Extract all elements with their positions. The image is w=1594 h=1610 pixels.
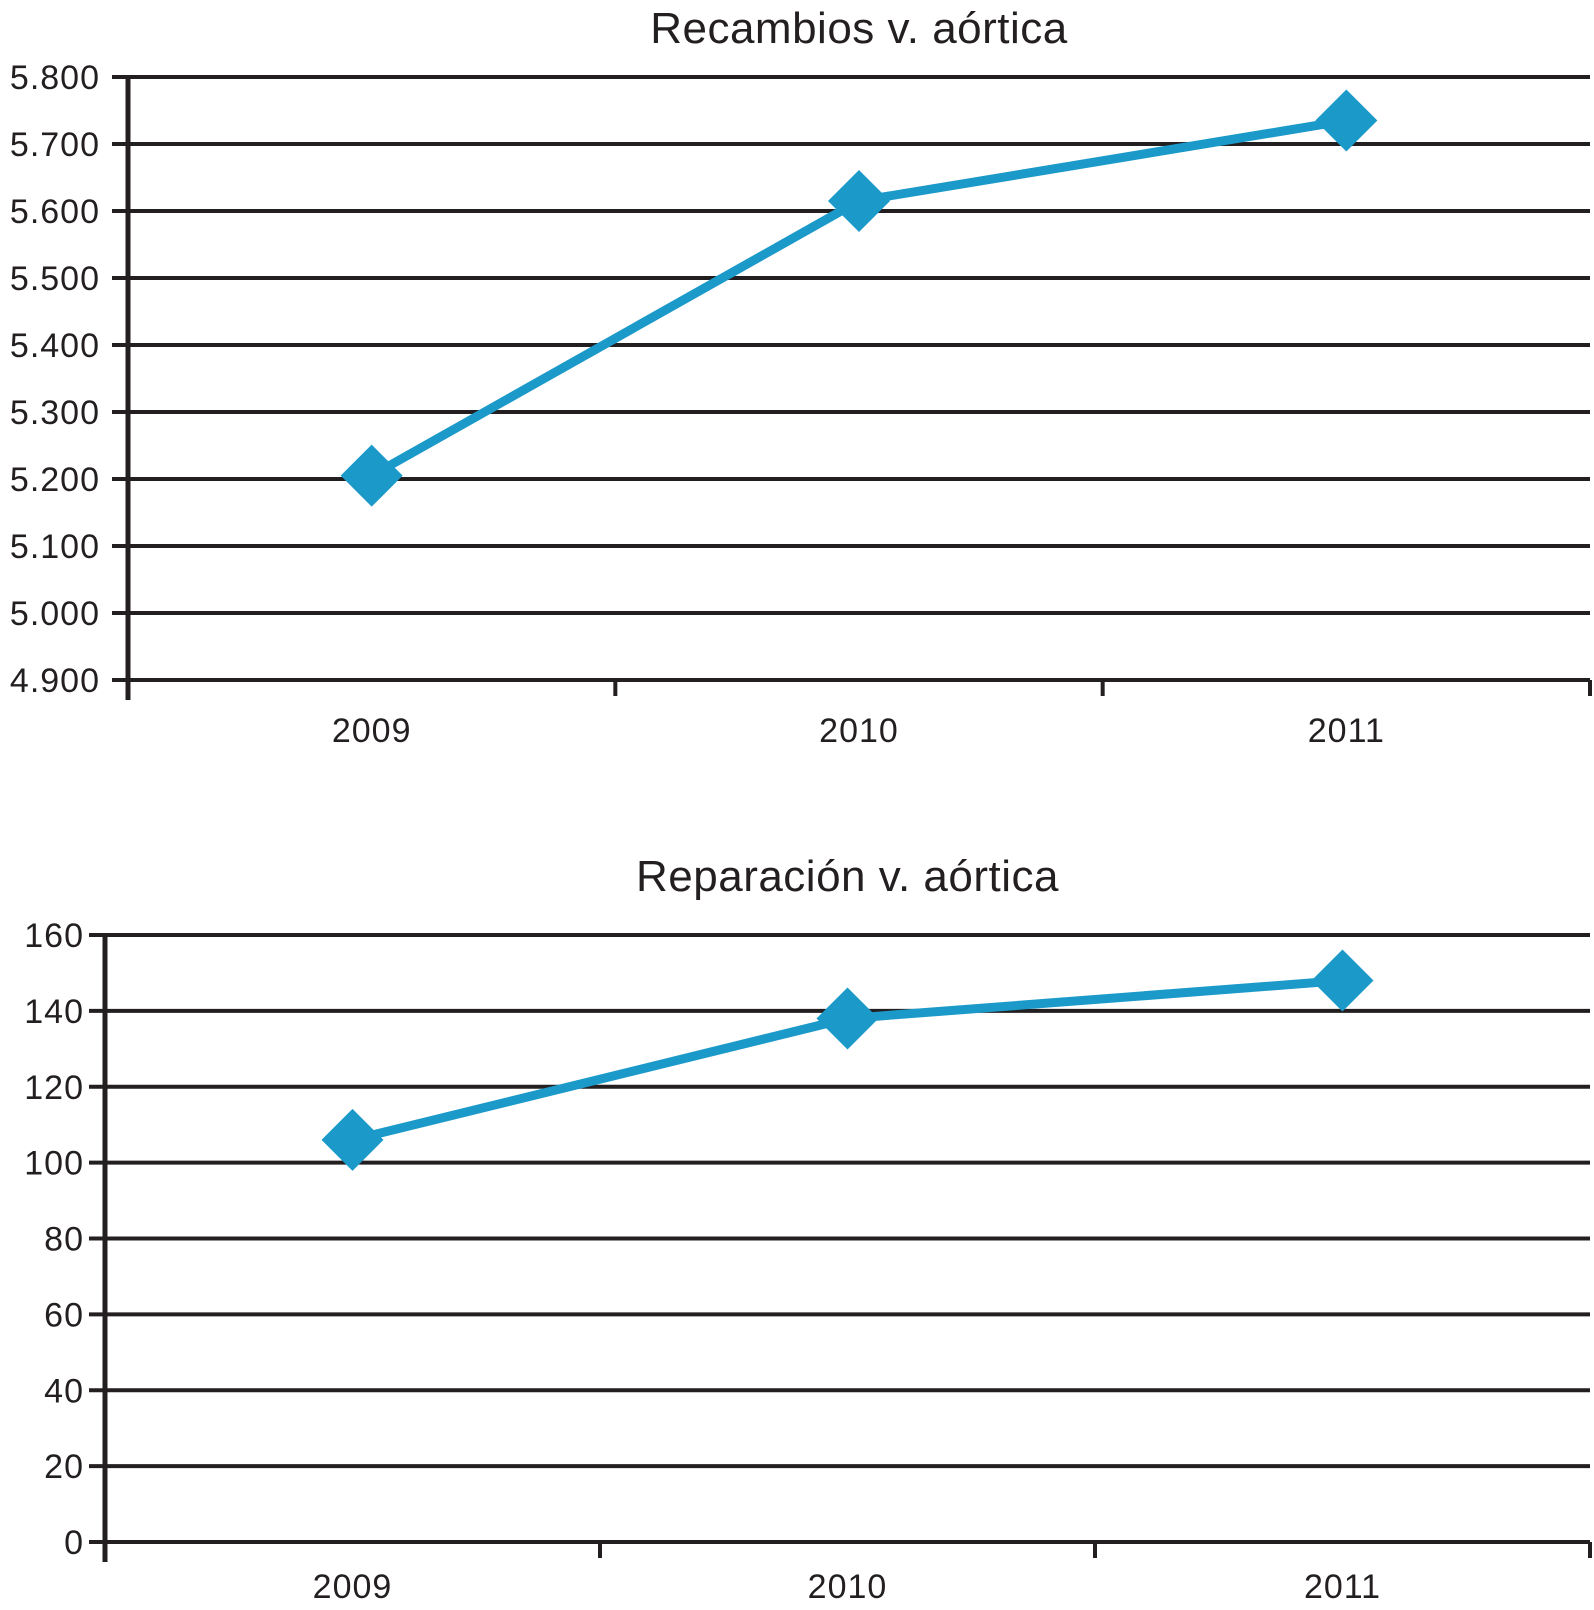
data-point-marker (1315, 89, 1378, 152)
y-tick-label: 5.800 (10, 59, 100, 97)
y-tick-label: 60 (44, 1296, 84, 1334)
y-tick-label: 20 (44, 1448, 84, 1486)
line-chart-reparacion: 0 20 40 60 80 100 120 140 160 2009 2010 2011 (24, 917, 1592, 1606)
data-point-marker (828, 169, 890, 232)
x-category-label: 2009 (332, 712, 412, 750)
y-tick-label: 0 (64, 1524, 84, 1562)
y-tick-label: 80 (44, 1221, 84, 1259)
y-tick-label: 5.300 (10, 394, 100, 432)
y-tick-label: 5.200 (10, 461, 100, 499)
data-point-marker (340, 444, 403, 507)
x-category-label: 2010 (819, 712, 899, 750)
y-tick-label: 5.400 (10, 327, 100, 365)
y-tick-label: 40 (44, 1372, 84, 1410)
y-tick-label: 5.500 (10, 260, 100, 298)
y-tick-label: 160 (24, 917, 84, 955)
y-tick-label: 100 (24, 1145, 84, 1183)
y-tick-label: 4.900 (10, 662, 100, 700)
y-tick-label: 5.700 (10, 126, 100, 164)
x-category-label: 2011 (1308, 712, 1385, 750)
chart-title-reparacion: Reparación v. aórtica (636, 852, 1059, 901)
x-category-label: 2011 (1304, 1568, 1381, 1606)
chart-section-recambios: Recambios v. aórtica 4.900 5.000 5.100 5.20… (10, 4, 1592, 750)
data-point-marker (321, 1108, 384, 1171)
line-chart-recambios: 4.900 5.000 5.100 5.200 5.300 5.400 5.500 5.600… (10, 59, 1592, 750)
y-tick-label: 120 (24, 1069, 84, 1107)
chart-title-recambios: Recambios v. aórtica (650, 4, 1068, 53)
chart-section-reparacion: Reparación v. aórtica 0 20 40 60 80 100 120 140… (0, 820, 1594, 1610)
data-point-marker (1311, 949, 1374, 1012)
y-tick-label: 5.000 (10, 595, 100, 633)
y-tick-label: 5.600 (10, 193, 100, 231)
y-tick-label: 5.100 (10, 528, 100, 566)
x-category-label: 2010 (808, 1568, 888, 1606)
y-tick-label: 140 (24, 993, 84, 1031)
x-category-label: 2009 (313, 1568, 393, 1606)
data-point-marker (816, 987, 879, 1050)
